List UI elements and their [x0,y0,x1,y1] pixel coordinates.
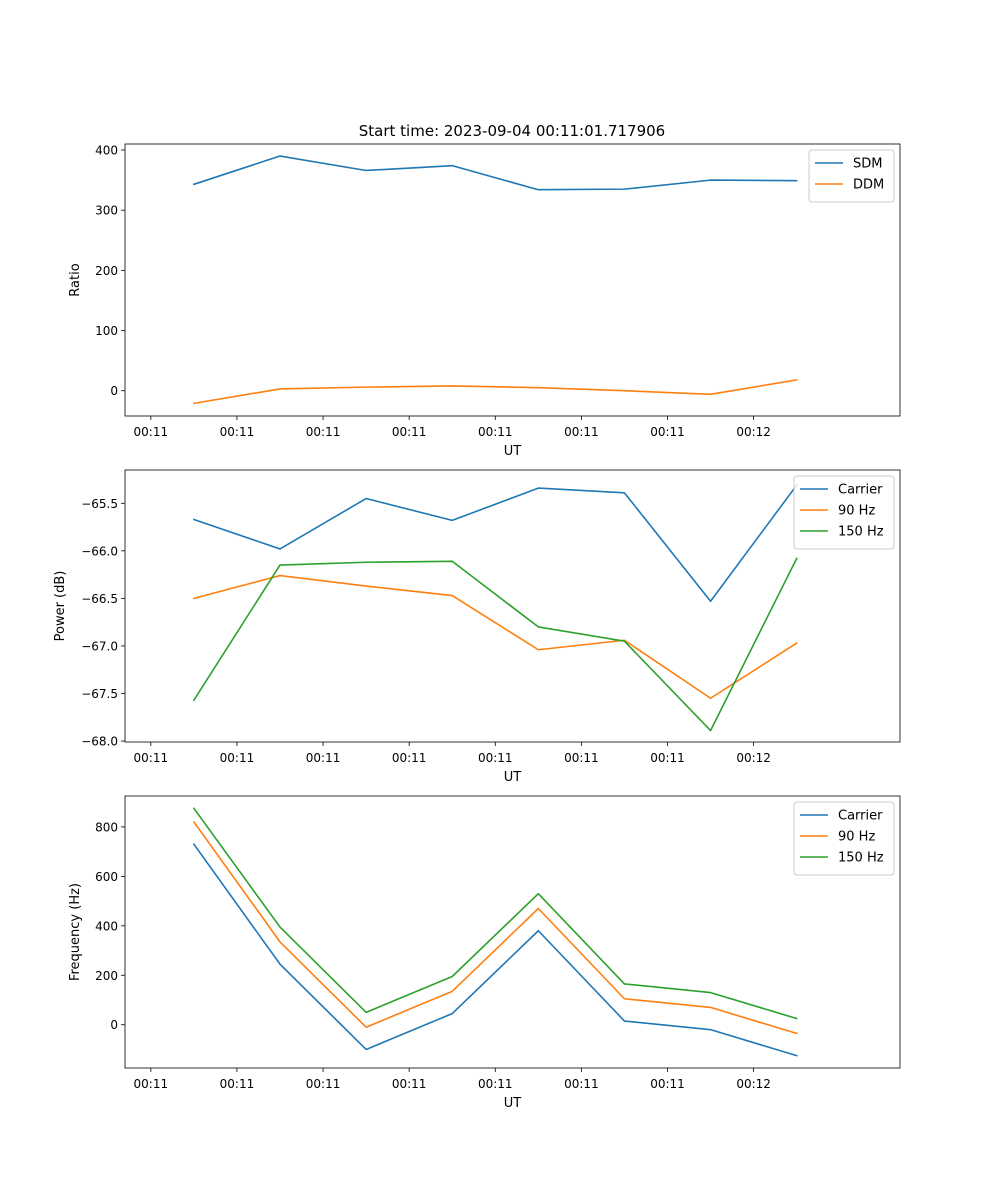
legend-label: 150 Hz [838,525,884,540]
y-axis-label: Power (dB) [53,571,68,642]
x-tick-label: 00:11 [650,751,685,765]
x-tick-label: 00:11 [392,751,427,765]
x-axis-label: UT [504,770,522,785]
legend-label: DDM [853,178,884,193]
power-series-line-90-hz [192,574,798,700]
frequency-chart: 00:11 00:11 00:11 00:11 00:11 00:11 00:11 00:12… [68,795,901,1111]
x-tick-label: 00:11 [650,425,685,439]
y-tick-label: 400 [95,144,118,158]
y-tick-label: 100 [95,324,118,338]
ratio-series-line-ddm [192,378,798,405]
legend-label: 150 Hz [838,851,884,866]
x-tick-label: 00:11 [478,751,513,765]
power-series-line-carrier [192,484,798,603]
y-axis-label: Ratio [68,263,83,296]
y-tick-label: −67.5 [81,687,118,701]
y-tick-label: −65.5 [81,497,118,511]
x-tick-label: 00:11 [392,425,427,439]
ratio-axes-frame [124,143,901,417]
frequency-axes-frame [124,795,901,1069]
legend-label: Carrier [838,809,883,824]
x-tick-label: 00:11 [134,1077,169,1091]
x-tick-label: 00:11 [478,425,513,439]
y-axis-label: Frequency (Hz) [68,883,83,981]
y-tick-label: 600 [95,870,118,884]
frequency-series-line-150-hz [192,807,798,1020]
x-tick-label: 00:11 [220,751,255,765]
y-tick-label: 800 [95,820,118,834]
power-legend: Carrier 90 Hz 150 Hz [793,475,895,550]
x-tick-label: 00:11 [392,1077,427,1091]
x-tick-label: 00:11 [306,425,341,439]
legend-label: 90 Hz [838,830,875,845]
figure-title: Start time: 2023-09-04 00:11:01.717906 [359,122,665,140]
x-tick-label: 00:11 [134,751,169,765]
y-tick-label: 200 [95,969,118,983]
ratio-series-line-sdm [192,155,798,191]
x-tick-label: 00:11 [306,751,341,765]
frequency-series-line-carrier [192,843,798,1057]
y-tick-label: 0 [110,384,118,398]
x-tick-label: 00:11 [306,1077,341,1091]
x-tick-label: 00:11 [220,425,255,439]
y-tick-label: 0 [110,1018,118,1032]
y-tick-label: 400 [95,919,118,933]
x-tick-label: 00:11 [134,425,169,439]
x-tick-label: 00:12 [736,1077,771,1091]
power-series-line-150-hz [192,557,798,732]
x-tick-label: 00:11 [564,425,599,439]
legend-label: 90 Hz [838,504,875,519]
ratio-legend: SDM DDM [808,149,895,203]
x-tick-label: 00:12 [736,751,771,765]
power-chart: 00:11 00:11 00:11 00:11 00:11 00:11 00:11 00:12… [53,469,901,785]
x-axis-label: UT [504,1096,522,1111]
subplots: 00:11 00:11 00:11 00:11 00:11 00:11 00:11 00:12… [53,143,901,1111]
frequency-legend: Carrier 90 Hz 150 Hz [793,801,895,876]
y-tick-label: 300 [95,204,118,218]
legend-label: Carrier [838,483,883,498]
frequency-series-line-90-hz [192,820,798,1035]
x-tick-label: 00:11 [564,1077,599,1091]
x-tick-label: 00:11 [220,1077,255,1091]
x-tick-label: 00:12 [736,425,771,439]
x-tick-label: 00:11 [478,1077,513,1091]
x-axis-label: UT [504,444,522,459]
x-tick-label: 00:11 [650,1077,685,1091]
y-tick-label: −66.0 [81,544,118,558]
y-tick-label: −66.5 [81,592,118,606]
y-tick-label: −67.0 [81,639,118,653]
ratio-chart: 00:11 00:11 00:11 00:11 00:11 00:11 00:11 00:12… [68,143,901,459]
power-axes-frame [124,469,901,743]
y-tick-label: −68.0 [81,735,118,749]
legend-label: SDM [853,157,882,172]
y-tick-label: 200 [95,264,118,278]
x-tick-label: 00:11 [564,751,599,765]
